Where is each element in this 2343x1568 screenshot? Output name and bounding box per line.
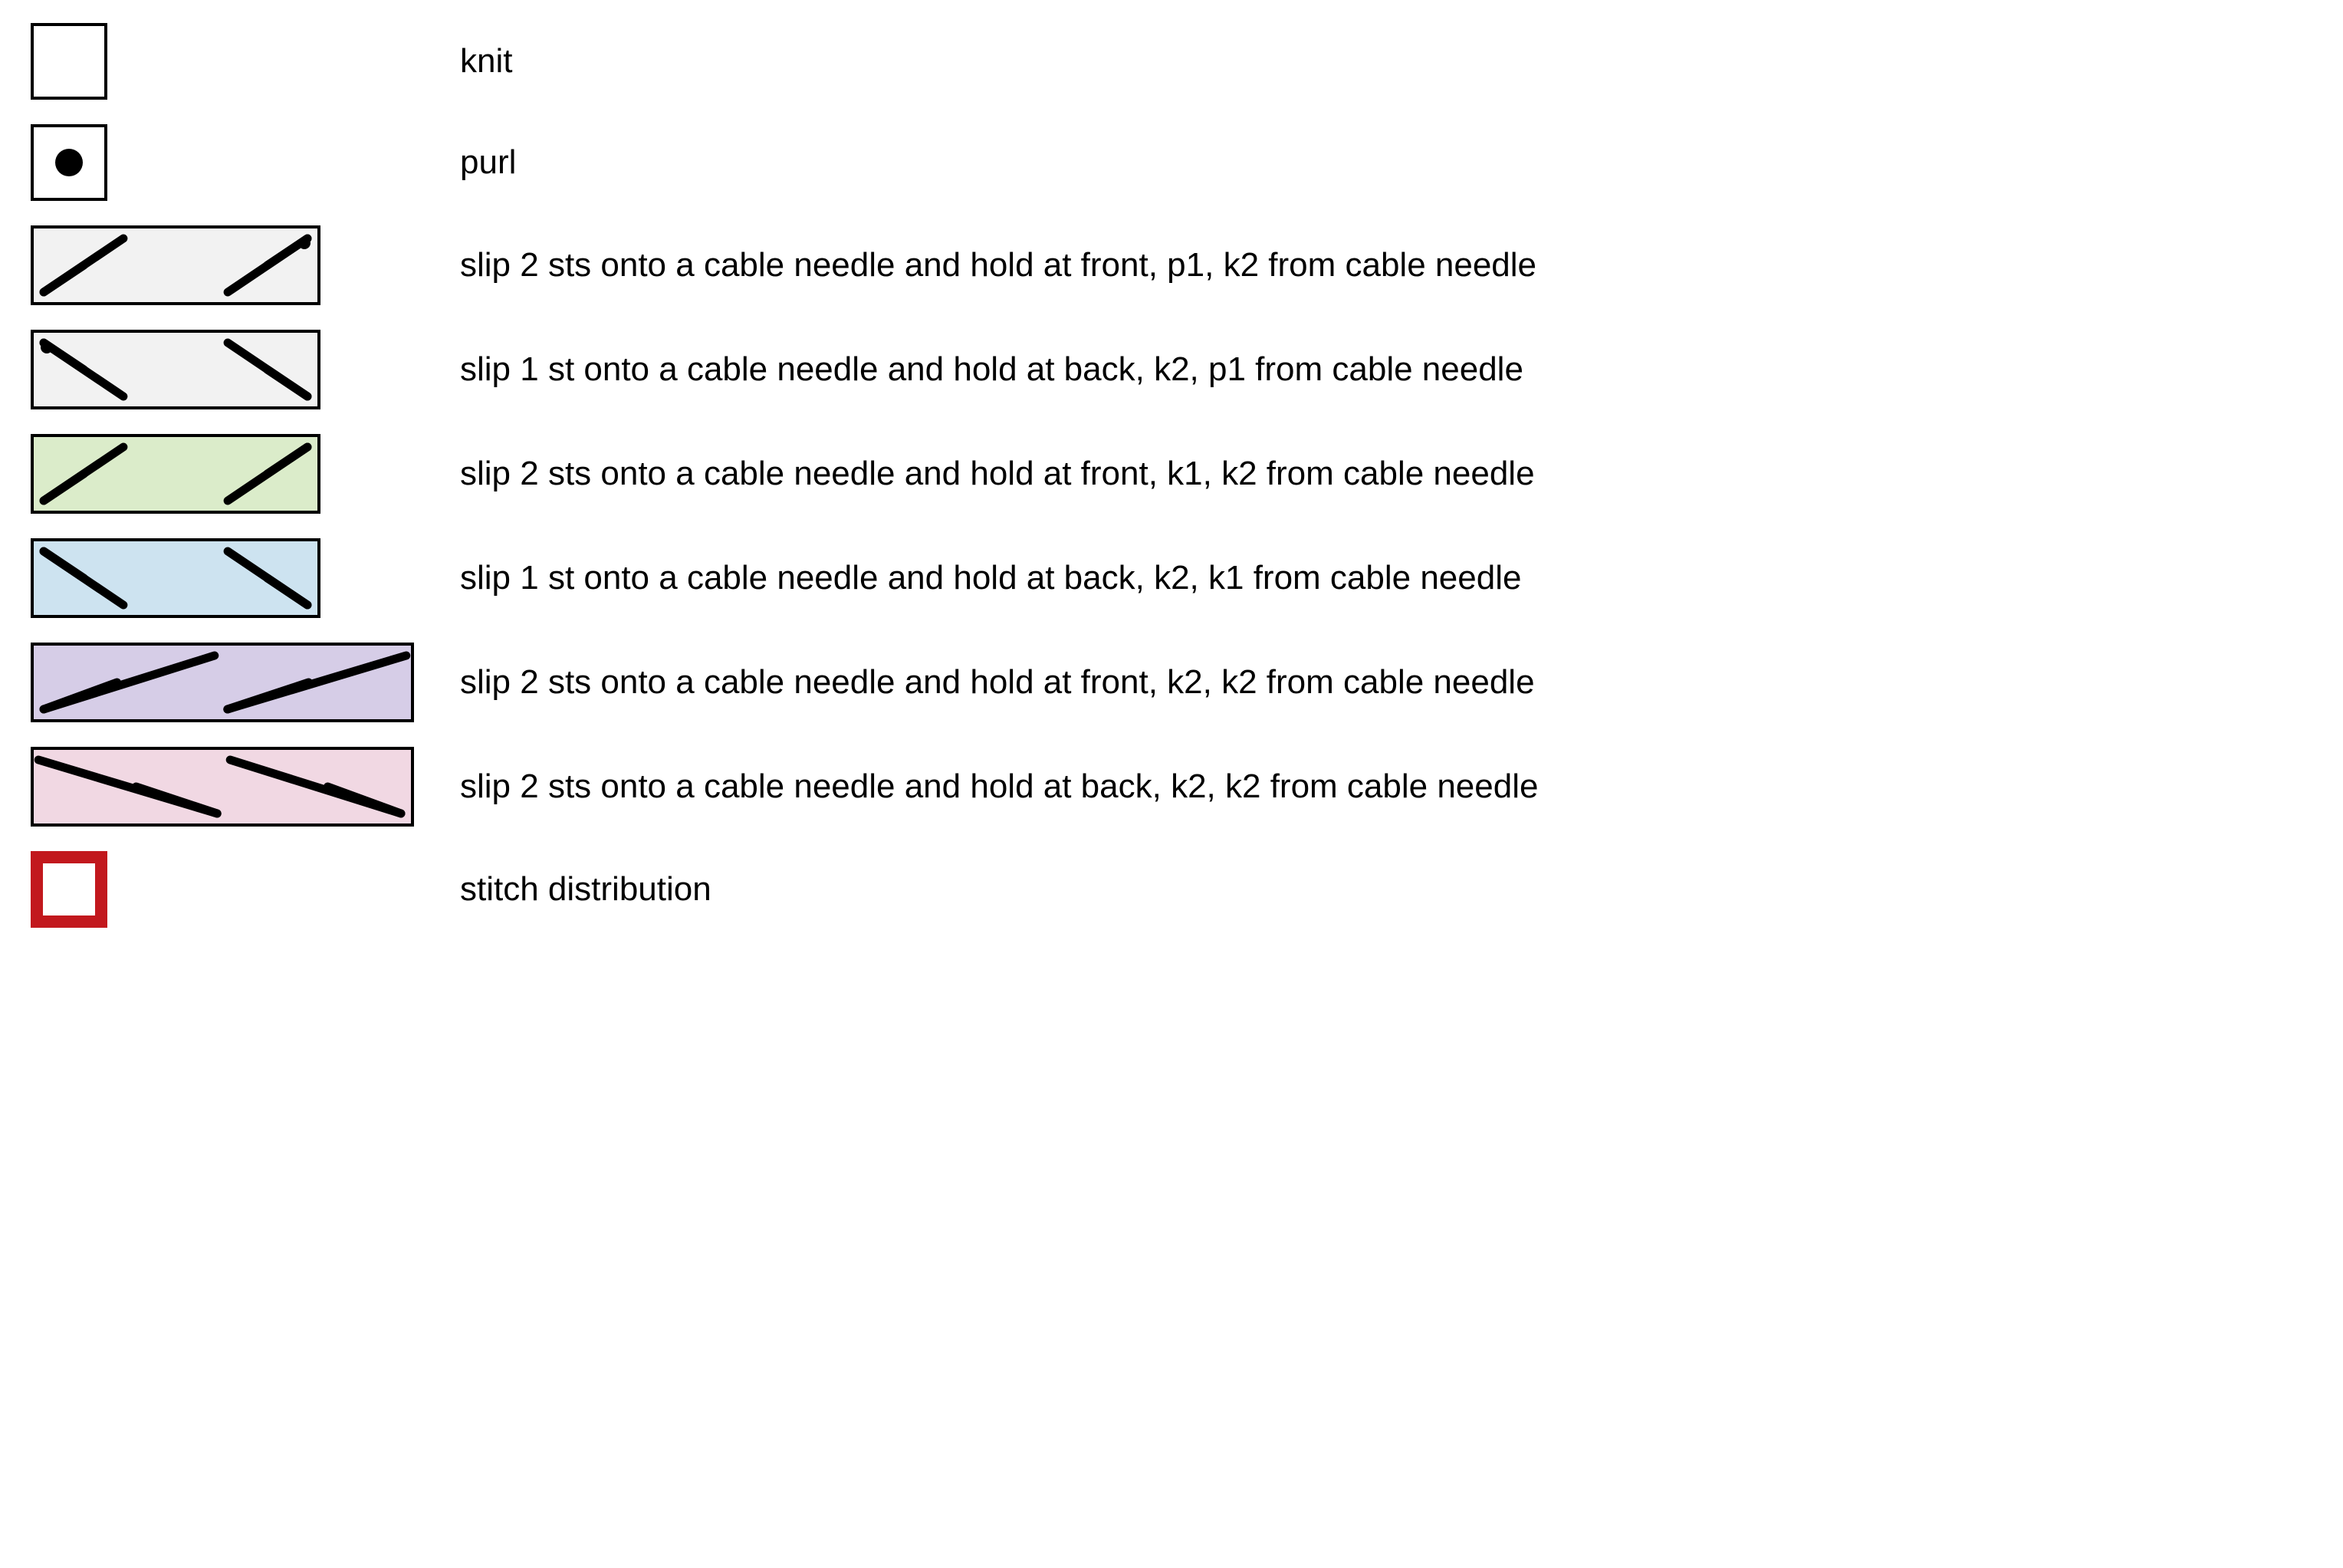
legend-row-dist: stitch distribution [31, 851, 2312, 928]
symbol-c3f-k [31, 434, 460, 514]
cable3_front_k-icon [31, 434, 320, 514]
symbol-c3b-k [31, 538, 460, 618]
symbol-purl [31, 124, 460, 201]
label-c3f-k: slip 2 sts onto a cable needle and hold … [460, 454, 1535, 495]
symbol-c3f-p [31, 225, 460, 305]
symbol-c4b [31, 747, 460, 827]
legend-row-purl: purl [31, 124, 2312, 201]
knitting-legend: knit purl slip 2 sts onto a cable needle a… [31, 23, 2312, 928]
legend-row-c4b: slip 2 sts onto a cable needle and hold … [31, 747, 2312, 827]
legend-row-c3f-p: slip 2 sts onto a cable needle and hold … [31, 225, 2312, 305]
label-c4f: slip 2 sts onto a cable needle and hold … [460, 662, 1535, 703]
label-c3b-k: slip 1 st onto a cable needle and hold a… [460, 558, 1521, 599]
symbol-c3b-p [31, 330, 460, 409]
knit-icon [31, 23, 107, 100]
legend-row-c4f: slip 2 sts onto a cable needle and hold … [31, 643, 2312, 722]
distribution-icon [31, 851, 107, 928]
symbol-dist [31, 851, 460, 928]
legend-row-c3f-k: slip 2 sts onto a cable needle and hold … [31, 434, 2312, 514]
cable4_back-icon [31, 747, 414, 827]
symbol-c4f [31, 643, 460, 722]
label-knit: knit [460, 41, 512, 82]
label-c3b-p: slip 1 st onto a cable needle and hold a… [460, 350, 1523, 390]
legend-row-c3b-p: slip 1 st onto a cable needle and hold a… [31, 330, 2312, 409]
cable3_back_k-icon [31, 538, 320, 618]
label-c4b: slip 2 sts onto a cable needle and hold … [460, 767, 1538, 807]
cable3_front_p-icon [31, 225, 320, 305]
cable4_front-icon [31, 643, 414, 722]
symbol-knit [31, 23, 460, 100]
legend-row-knit: knit [31, 23, 2312, 100]
cable3_back_p-icon [31, 330, 320, 409]
label-dist: stitch distribution [460, 869, 711, 910]
label-purl: purl [460, 143, 516, 183]
legend-row-c3b-k: slip 1 st onto a cable needle and hold a… [31, 538, 2312, 618]
label-c3f-p: slip 2 sts onto a cable needle and hold … [460, 245, 1536, 286]
purl-icon [31, 124, 107, 201]
